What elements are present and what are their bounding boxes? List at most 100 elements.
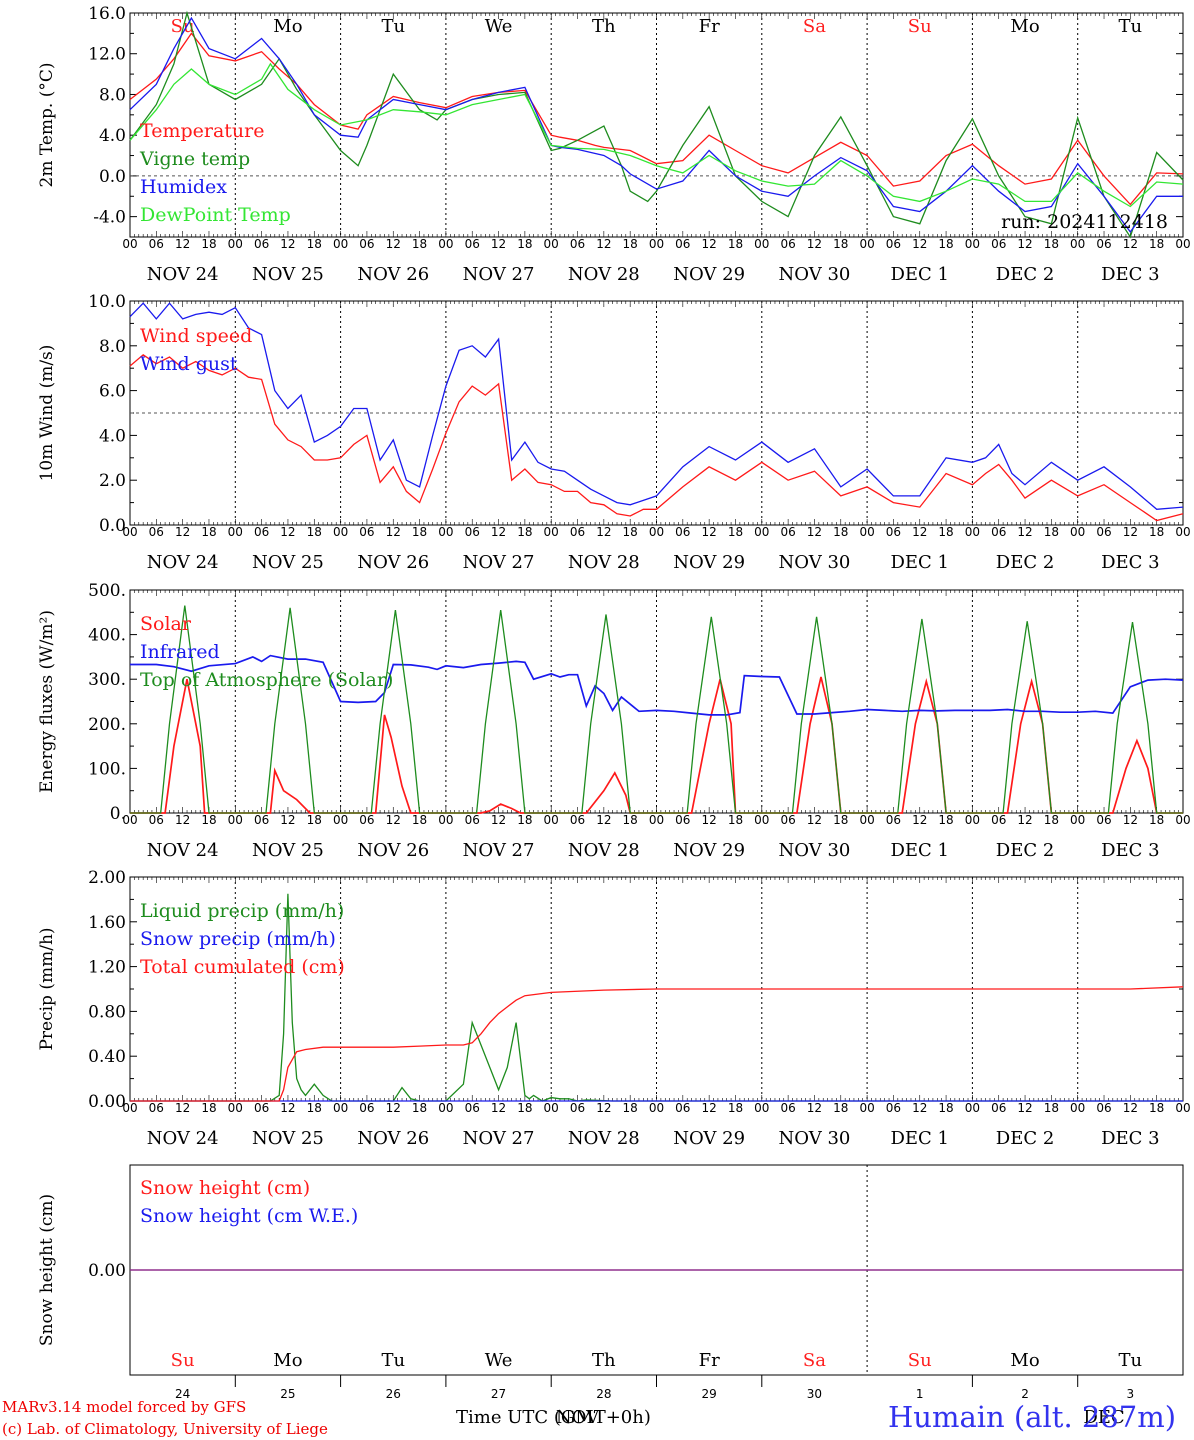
hour-label: 06 bbox=[359, 813, 374, 827]
hour-label: 00 bbox=[1070, 237, 1085, 251]
hour-label: 00 bbox=[1175, 525, 1190, 539]
x-axis-title: Time UTC (GMT+0h) bbox=[456, 1407, 651, 1428]
hour-label: 00 bbox=[1070, 813, 1085, 827]
hour-label: 18 bbox=[728, 1101, 743, 1115]
date-label: NOV 26 bbox=[357, 552, 429, 573]
hour-label: 00 bbox=[122, 1101, 137, 1115]
y-tick-label: 200. bbox=[88, 715, 126, 735]
date-label: NOV 29 bbox=[673, 1128, 745, 1149]
hour-label: 06 bbox=[780, 237, 795, 251]
legend-entry: Solar bbox=[140, 613, 192, 635]
hour-label: 18 bbox=[201, 1101, 216, 1115]
hour-label: 18 bbox=[623, 813, 638, 827]
hour-label: 12 bbox=[280, 813, 295, 827]
weekday-label: Tu bbox=[1119, 1350, 1143, 1371]
hour-label: 12 bbox=[807, 237, 822, 251]
hour-label: 12 bbox=[1123, 237, 1138, 251]
month-label: DEC bbox=[1083, 1407, 1124, 1428]
hour-label: 18 bbox=[1149, 237, 1164, 251]
date-label: NOV 28 bbox=[568, 552, 640, 573]
hour-label: 12 bbox=[280, 525, 295, 539]
hour-label: 18 bbox=[412, 237, 427, 251]
y-tick-label: 12.0 bbox=[88, 45, 126, 65]
hour-label: 00 bbox=[438, 1101, 453, 1115]
date-label: NOV 26 bbox=[357, 1128, 429, 1149]
hour-label: 00 bbox=[754, 1101, 769, 1115]
hour-label: 12 bbox=[491, 237, 506, 251]
y-tick-label: 300. bbox=[88, 670, 126, 690]
hour-label: 12 bbox=[1017, 813, 1032, 827]
hour-label: 12 bbox=[702, 525, 717, 539]
hour-label: 12 bbox=[1017, 525, 1032, 539]
hour-label: 00 bbox=[859, 237, 874, 251]
hour-label: 18 bbox=[1044, 237, 1059, 251]
hour-label: 00 bbox=[649, 813, 664, 827]
hour-label: 12 bbox=[912, 1101, 927, 1115]
hour-label: 12 bbox=[1123, 813, 1138, 827]
hour-label: 06 bbox=[359, 237, 374, 251]
hour-label: 18 bbox=[201, 813, 216, 827]
hour-label: 00 bbox=[649, 525, 664, 539]
hour-label: 00 bbox=[649, 1101, 664, 1115]
hour-label: 00 bbox=[754, 813, 769, 827]
y-axis-label: 10m Wind (m/s) bbox=[37, 345, 57, 482]
hour-label: 06 bbox=[465, 813, 480, 827]
day-number: 24 bbox=[175, 1387, 190, 1401]
hour-label: 18 bbox=[833, 1101, 848, 1115]
hour-label: 12 bbox=[807, 525, 822, 539]
hour-label: 06 bbox=[675, 1101, 690, 1115]
legend-entry: Wind gust bbox=[140, 353, 238, 375]
series-line-wind-gust bbox=[129, 302, 1184, 510]
date-label: DEC 1 bbox=[890, 1128, 949, 1149]
weekday-label: Tu bbox=[381, 16, 405, 37]
legend-entry: Snow height (cm) bbox=[140, 1177, 310, 1199]
hour-label: 00 bbox=[122, 237, 137, 251]
y-tick-label: 10.0 bbox=[88, 292, 126, 312]
hour-label: 00 bbox=[333, 813, 348, 827]
hour-label: 12 bbox=[912, 237, 927, 251]
date-label: NOV 26 bbox=[357, 264, 429, 285]
date-label: NOV 25 bbox=[252, 552, 324, 573]
hour-label: 00 bbox=[228, 237, 243, 251]
date-label: NOV 24 bbox=[147, 840, 219, 861]
weekday-label: Su bbox=[171, 1350, 195, 1371]
date-label: DEC 1 bbox=[890, 840, 949, 861]
weekday-label: Su bbox=[171, 16, 195, 37]
hour-label: 06 bbox=[991, 525, 1006, 539]
hour-label: 12 bbox=[491, 525, 506, 539]
date-label: NOV 26 bbox=[357, 840, 429, 861]
date-label: NOV 27 bbox=[463, 1128, 535, 1149]
y-tick-label: 0.0 bbox=[99, 516, 126, 536]
date-label: NOV 30 bbox=[779, 1128, 851, 1149]
day-number: 27 bbox=[491, 1387, 506, 1401]
hour-label: 12 bbox=[702, 237, 717, 251]
y-tick-label: 0.00 bbox=[88, 1092, 126, 1112]
weekday-label: Th bbox=[592, 16, 616, 37]
hour-label: 12 bbox=[175, 813, 190, 827]
hour-label: 12 bbox=[807, 813, 822, 827]
weekday-label: Tu bbox=[381, 1350, 405, 1371]
date-label: DEC 3 bbox=[1101, 840, 1160, 861]
hour-label: 18 bbox=[307, 813, 322, 827]
hour-label: 06 bbox=[149, 237, 164, 251]
weekday-label: Su bbox=[908, 1350, 932, 1371]
y-tick-label: 4.0 bbox=[99, 426, 126, 446]
hour-label: 18 bbox=[623, 237, 638, 251]
hour-label: 12 bbox=[1123, 1101, 1138, 1115]
y-tick-label: 1.20 bbox=[88, 958, 126, 978]
series-line-total-cumulated-cm- bbox=[130, 986, 1184, 1102]
hour-label: 00 bbox=[965, 237, 980, 251]
hour-label: 00 bbox=[228, 1101, 243, 1115]
hour-label: 00 bbox=[965, 813, 980, 827]
legend-entry: Snow precip (mm/h) bbox=[140, 928, 336, 950]
y-tick-label: 1.60 bbox=[88, 913, 126, 933]
day-number: 30 bbox=[807, 1387, 822, 1401]
y-tick-label: 400. bbox=[88, 626, 126, 646]
hour-label: 06 bbox=[149, 525, 164, 539]
hour-label: 18 bbox=[728, 525, 743, 539]
date-label: NOV 27 bbox=[463, 840, 535, 861]
y-tick-label: 2.0 bbox=[99, 471, 126, 491]
hour-label: 00 bbox=[122, 813, 137, 827]
hour-label: 18 bbox=[728, 813, 743, 827]
date-label: NOV 24 bbox=[147, 552, 219, 573]
